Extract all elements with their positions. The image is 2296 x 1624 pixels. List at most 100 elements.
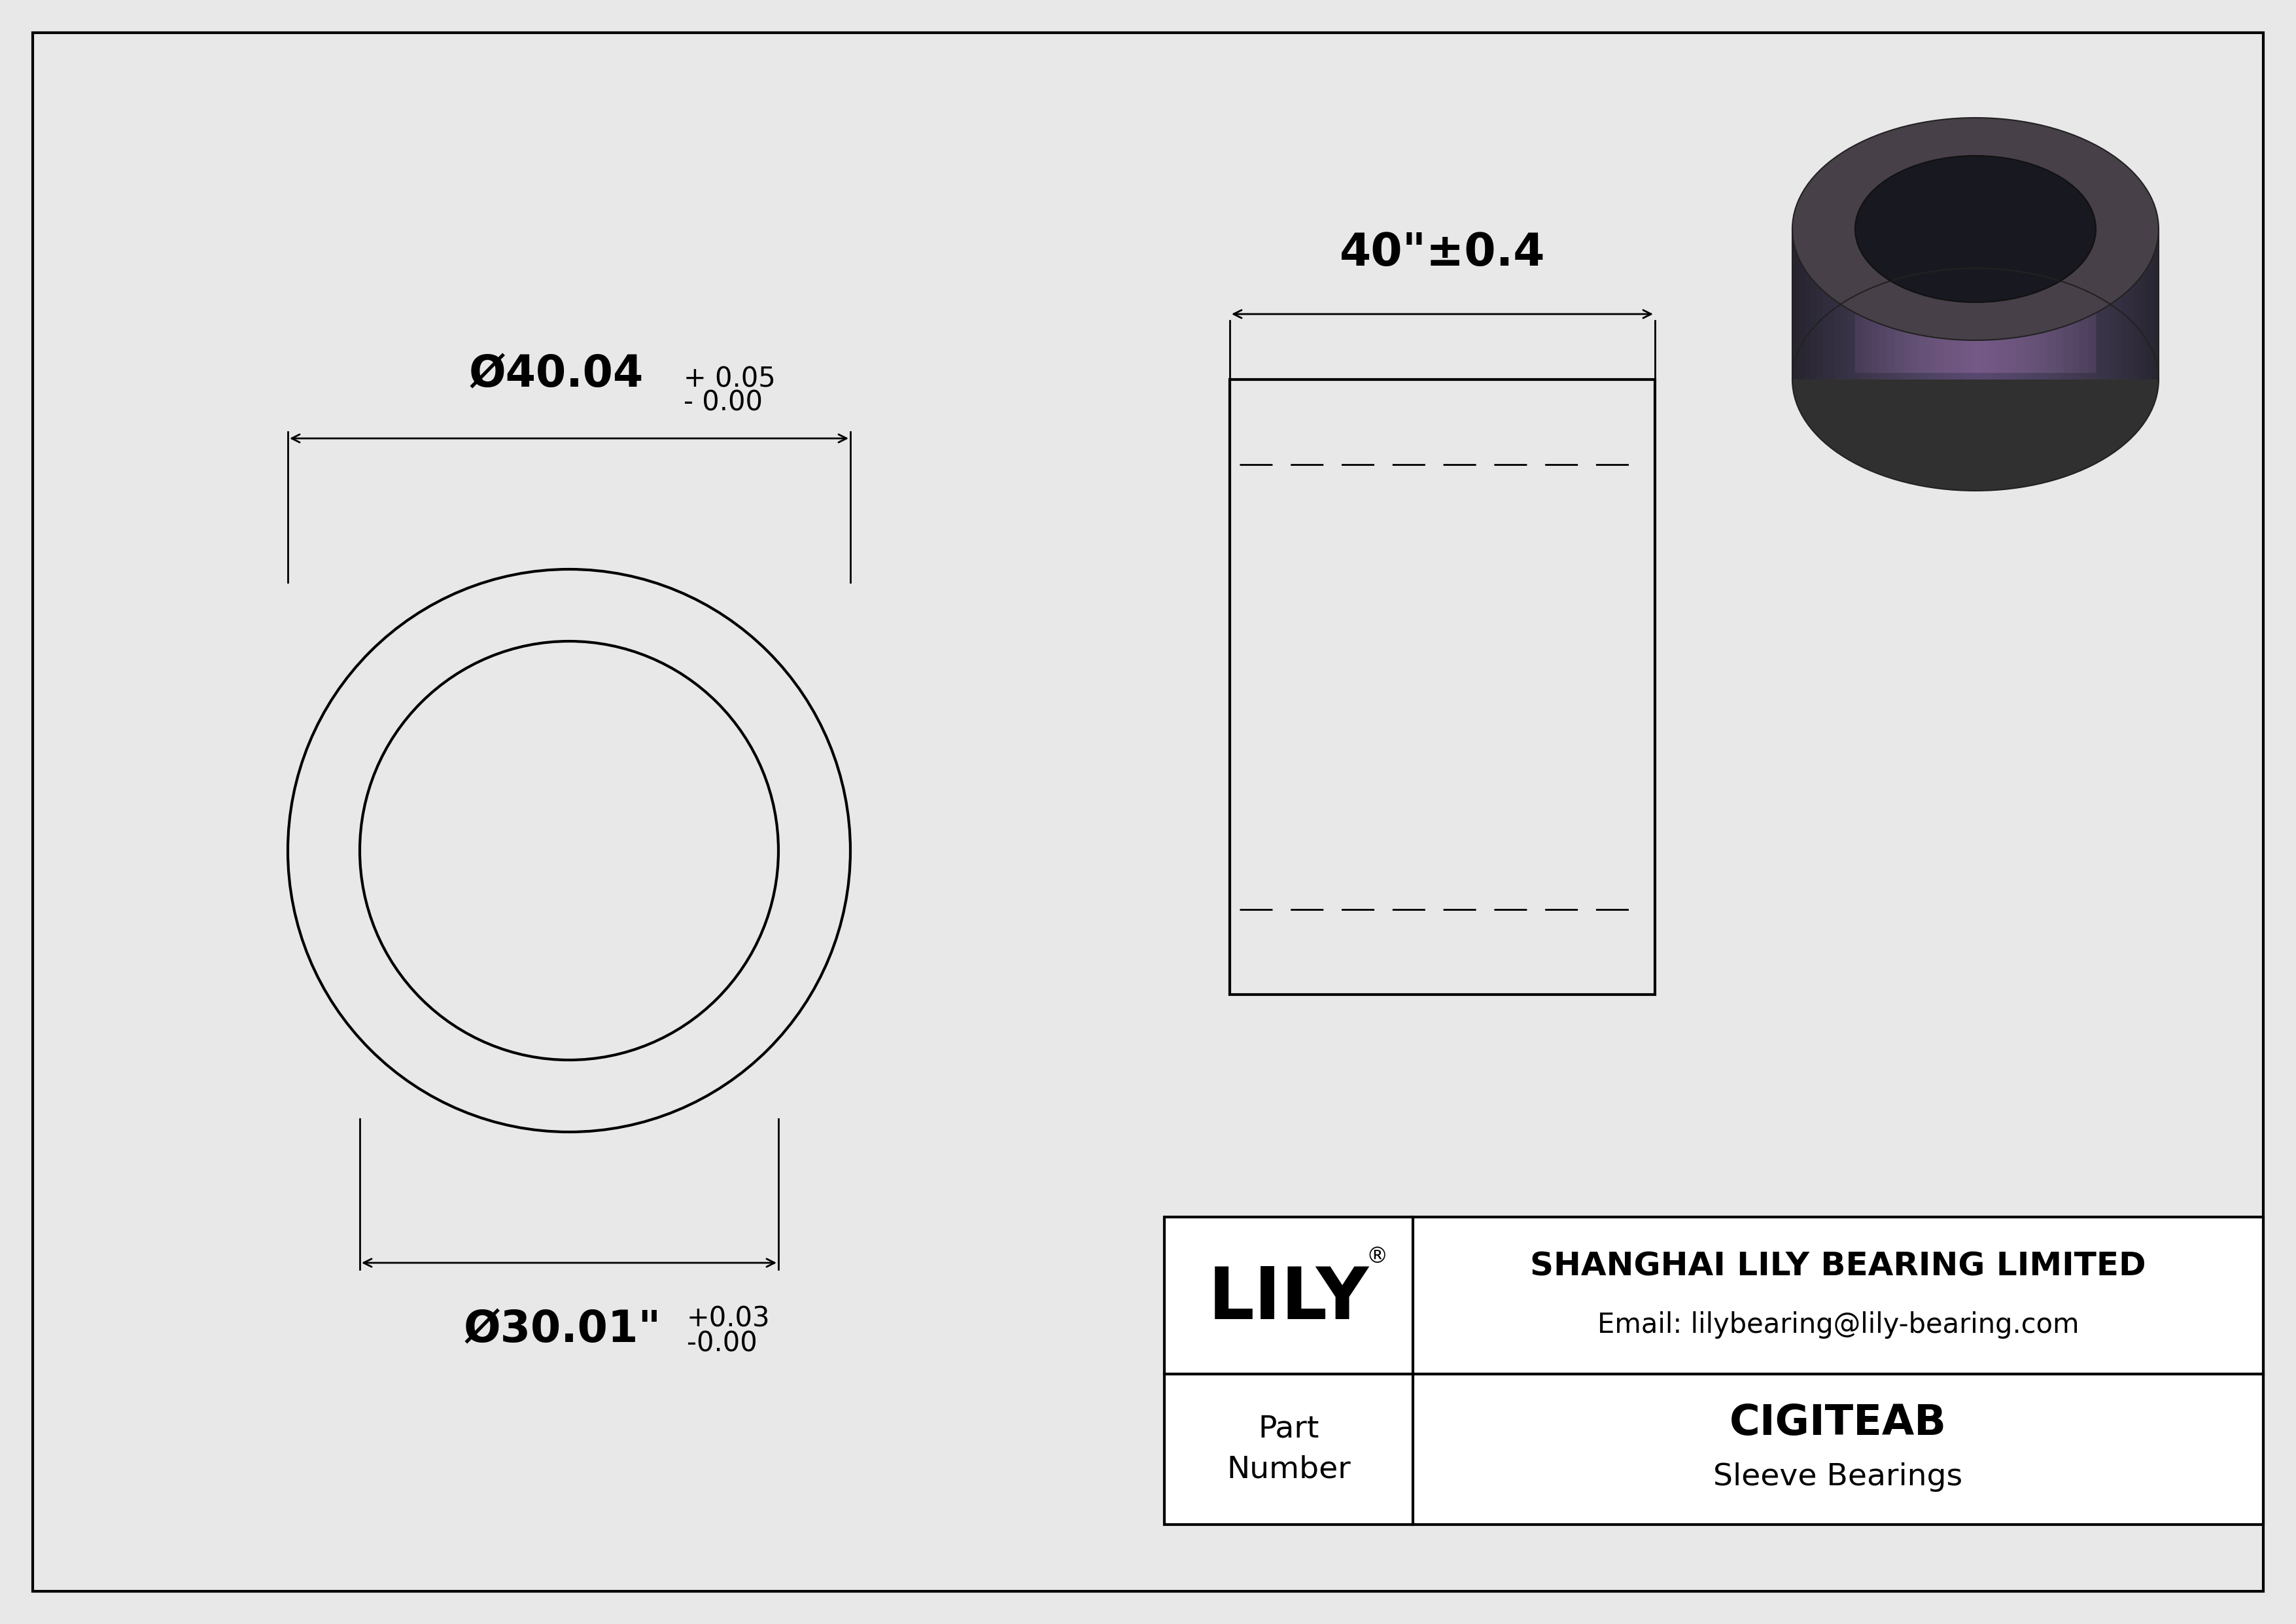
Bar [1164, 1216, 2264, 1374]
Polygon shape [1984, 235, 1991, 374]
Polygon shape [1952, 229, 1956, 380]
Polygon shape [1896, 229, 1901, 380]
Polygon shape [2000, 235, 2007, 374]
Polygon shape [1991, 235, 2000, 374]
Polygon shape [2066, 229, 2073, 380]
Polygon shape [1835, 229, 1841, 380]
Polygon shape [1942, 235, 1952, 374]
Polygon shape [1862, 235, 1871, 374]
Bar [1231, 380, 1655, 994]
Text: +0.03: +0.03 [687, 1306, 771, 1333]
Text: SHANGHAI LILY BEARING LIMITED: SHANGHAI LILY BEARING LIMITED [1529, 1250, 2147, 1281]
Polygon shape [1885, 229, 1890, 380]
Polygon shape [2092, 229, 2099, 380]
Polygon shape [2087, 235, 2096, 374]
Polygon shape [1878, 235, 1887, 374]
Polygon shape [1910, 235, 1919, 374]
Polygon shape [2025, 229, 2030, 380]
Polygon shape [1812, 229, 1816, 380]
Polygon shape [2080, 229, 2085, 380]
Polygon shape [2099, 229, 2103, 380]
Text: + 0.05: + 0.05 [684, 365, 776, 393]
Text: -0.00: -0.00 [687, 1330, 758, 1358]
Polygon shape [2011, 229, 2018, 380]
Polygon shape [1956, 229, 1963, 380]
Polygon shape [2103, 229, 2110, 380]
Polygon shape [1988, 229, 1993, 380]
Polygon shape [1952, 235, 1958, 374]
Polygon shape [2135, 229, 2140, 380]
Polygon shape [1919, 235, 1926, 374]
Polygon shape [1926, 229, 1933, 380]
Polygon shape [1975, 229, 1981, 380]
Polygon shape [2140, 229, 2147, 380]
Polygon shape [1871, 229, 1878, 380]
Text: ®: ® [1366, 1246, 1387, 1267]
Polygon shape [2000, 229, 2007, 380]
Polygon shape [1981, 229, 1988, 380]
Polygon shape [2117, 229, 2122, 380]
Polygon shape [1890, 229, 1896, 380]
Polygon shape [1871, 235, 1878, 374]
Polygon shape [1993, 229, 2000, 380]
Polygon shape [2016, 235, 2023, 374]
Polygon shape [1805, 229, 1812, 380]
Polygon shape [2055, 229, 2062, 380]
Polygon shape [2110, 229, 2117, 380]
Polygon shape [1894, 235, 1903, 374]
Polygon shape [2071, 235, 2080, 374]
Polygon shape [1926, 235, 1936, 374]
Text: Ø40.04: Ø40.04 [468, 352, 643, 396]
Polygon shape [2048, 229, 2055, 380]
Polygon shape [2032, 235, 2039, 374]
Polygon shape [1841, 229, 1848, 380]
Polygon shape [1793, 229, 1798, 380]
Polygon shape [1958, 235, 1968, 374]
Polygon shape [1970, 229, 1975, 380]
Polygon shape [2037, 229, 2043, 380]
Text: LILY: LILY [1208, 1263, 1368, 1333]
Text: CIGITEAB: CIGITEAB [1729, 1403, 1947, 1444]
Bar [1164, 1374, 2264, 1525]
Polygon shape [2085, 229, 2092, 380]
Polygon shape [1936, 235, 1942, 374]
Polygon shape [1853, 229, 1860, 380]
Polygon shape [2147, 229, 2154, 380]
Polygon shape [1933, 229, 1938, 380]
Polygon shape [2080, 235, 2087, 374]
Ellipse shape [1855, 156, 2096, 302]
Polygon shape [2007, 229, 2011, 380]
Text: - 0.00: - 0.00 [684, 390, 762, 417]
Text: Sleeve Bearings: Sleeve Bearings [1713, 1462, 1963, 1491]
Polygon shape [2023, 235, 2032, 374]
Polygon shape [1860, 229, 1867, 380]
Text: Email: lilybearing@lily-bearing.com: Email: lilybearing@lily-bearing.com [1598, 1311, 2078, 1338]
Text: Part
Number: Part Number [1226, 1415, 1350, 1484]
Polygon shape [1908, 229, 1915, 380]
Polygon shape [1968, 235, 1975, 374]
Polygon shape [2064, 235, 2071, 374]
Polygon shape [2128, 229, 2135, 380]
Polygon shape [1867, 229, 1871, 380]
Polygon shape [2043, 229, 2048, 380]
Polygon shape [1901, 229, 1908, 380]
Polygon shape [1963, 229, 1970, 380]
Polygon shape [2007, 235, 2016, 374]
Polygon shape [1887, 235, 1894, 374]
Polygon shape [2030, 229, 2037, 380]
Polygon shape [1848, 229, 1853, 380]
Text: Ø30.01": Ø30.01" [464, 1309, 661, 1351]
Polygon shape [1938, 229, 1945, 380]
Polygon shape [2055, 235, 2064, 374]
Polygon shape [2122, 229, 2128, 380]
Polygon shape [1919, 229, 1926, 380]
Polygon shape [1975, 235, 1984, 374]
Polygon shape [1915, 229, 1919, 380]
Polygon shape [2018, 229, 2025, 380]
Polygon shape [1855, 235, 1862, 374]
Polygon shape [2039, 235, 2048, 374]
Ellipse shape [1793, 119, 2158, 341]
Polygon shape [2073, 229, 2080, 380]
Polygon shape [1945, 229, 1952, 380]
Polygon shape [1823, 229, 1830, 380]
